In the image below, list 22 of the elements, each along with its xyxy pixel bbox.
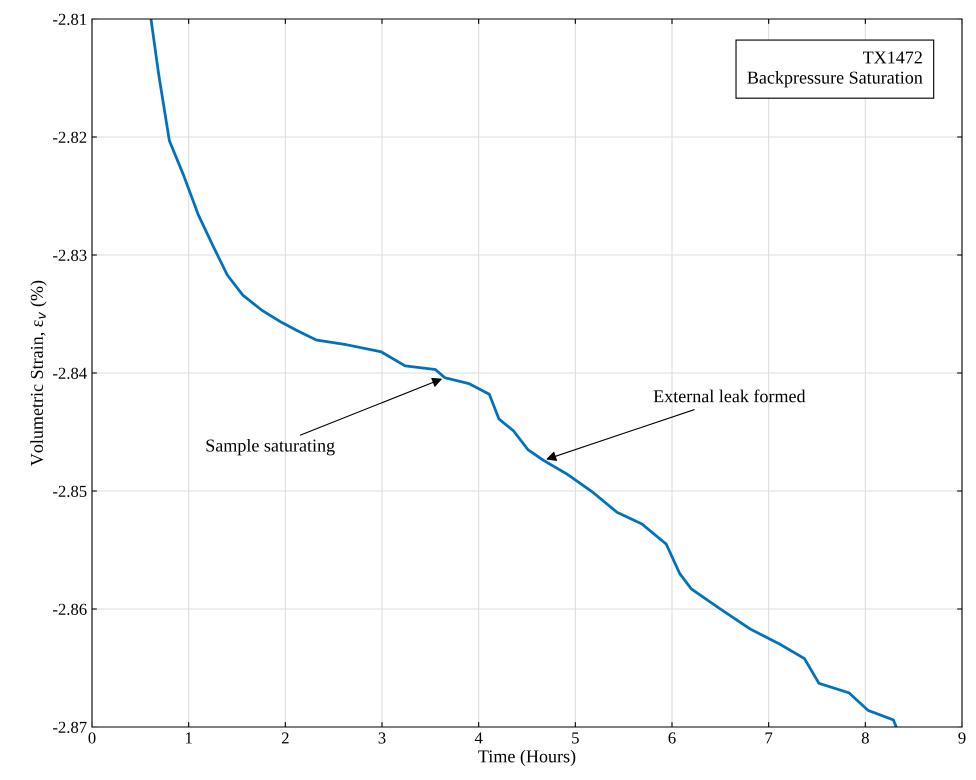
x-tick-label: 8 [862,732,869,744]
y-tick-label: -2.83 [53,250,86,262]
y-tick-label: -2.86 [53,604,87,616]
x-tick-label: 9 [958,732,966,744]
x-axis-title: Time (Hours) [478,750,576,766]
y-tick-label: -2.84 [53,368,87,380]
x-tick-label: 4 [474,732,483,744]
x-tick-label: 0 [88,732,96,744]
y-tick-label: -2.85 [53,486,86,498]
x-tick-label: 5 [572,732,579,744]
y-tick-label: -2.82 [53,132,86,144]
annotation: External leak formed [654,389,806,402]
x-tick-label: 2 [282,732,289,744]
y-tick-label: -2.81 [53,14,86,26]
x-tick-label: 1 [186,732,192,744]
y-axis-title: Volumetric Strain, ε$_{v}$ (%) [30,280,47,466]
y-tick-label: -2.87 [53,722,87,734]
x-tick-label: 6 [668,732,676,744]
annotation: Sample saturating [206,438,335,456]
x-tick-label: 3 [378,732,386,744]
x-tick-label: 7 [766,732,772,744]
annotation: TX1472 Backpressure Saturation [747,51,923,88]
